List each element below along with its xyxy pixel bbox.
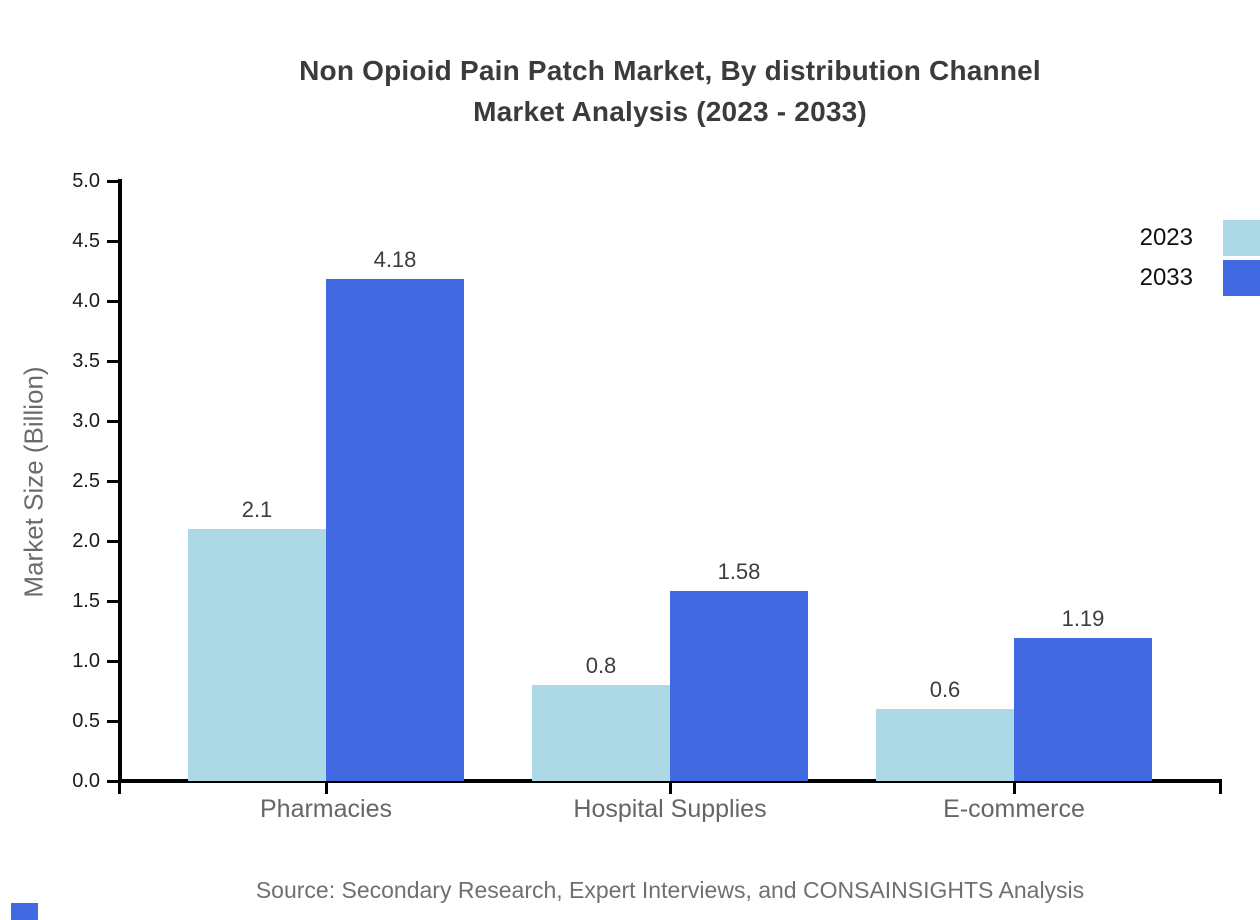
bar-value-label: 1.19 bbox=[1061, 606, 1105, 631]
y-tick-label: 4.0 bbox=[72, 290, 100, 312]
chart-title: Non Opioid Pain Patch Market, By distrib… bbox=[117, 50, 1223, 132]
y-tick-label: 4.5 bbox=[72, 230, 100, 252]
y-tick-mark bbox=[107, 600, 119, 603]
y-tick-mark bbox=[107, 660, 119, 663]
bar-2023-pharmacies bbox=[188, 529, 326, 781]
category-label-pharmacies: Pharmacies bbox=[260, 795, 392, 823]
y-tick-label: 3.5 bbox=[72, 350, 100, 372]
legend-swatch-2033 bbox=[1223, 260, 1260, 296]
x-tick-mark bbox=[1013, 782, 1016, 794]
y-tick-mark bbox=[107, 720, 119, 723]
legend-swatch-2023 bbox=[1223, 220, 1260, 256]
y-tick-label: 1.0 bbox=[72, 650, 100, 672]
bar-2033-e-commerce bbox=[1014, 638, 1152, 781]
x-axis-line bbox=[118, 779, 1222, 783]
y-tick-label: 1.5 bbox=[72, 590, 100, 612]
y-tick-mark bbox=[107, 480, 119, 483]
chart-title-line1: Non Opioid Pain Patch Market, By distrib… bbox=[299, 55, 1041, 86]
legend-label-2033: 2033 bbox=[1139, 264, 1193, 291]
bar-2033-pharmacies bbox=[326, 279, 464, 781]
y-tick-mark bbox=[107, 360, 119, 363]
x-tick-mark bbox=[325, 782, 328, 794]
y-tick-mark bbox=[107, 540, 119, 543]
y-tick-mark bbox=[107, 180, 119, 183]
bar-value-label: 0.6 bbox=[929, 677, 961, 702]
bar-value-label: 0.8 bbox=[585, 653, 617, 678]
y-tick-label: 2.0 bbox=[72, 530, 100, 552]
y-tick-mark bbox=[107, 240, 119, 243]
x-tick-mark bbox=[118, 782, 121, 794]
source-note: Source: Secondary Research, Expert Inter… bbox=[255, 877, 1085, 903]
y-tick-label: 0.5 bbox=[72, 710, 100, 732]
bar-2033-hospital-supplies bbox=[670, 591, 808, 781]
bar-value-label: 1.58 bbox=[717, 559, 761, 584]
category-label-e-commerce: E-commerce bbox=[943, 795, 1085, 823]
x-tick-mark bbox=[1219, 782, 1222, 794]
category-label-hospital-supplies: Hospital Supplies bbox=[573, 795, 767, 823]
bar-2023-hospital-supplies bbox=[532, 685, 670, 781]
legend-label-2023: 2023 bbox=[1139, 224, 1193, 251]
bar-2023-e-commerce bbox=[876, 709, 1014, 781]
y-tick-mark bbox=[107, 780, 119, 783]
y-axis-line bbox=[118, 179, 122, 782]
bar-value-label: 4.18 bbox=[373, 247, 417, 272]
y-tick-label: 0.0 bbox=[72, 770, 100, 792]
brand-mark bbox=[11, 903, 38, 920]
y-tick-label: 3.0 bbox=[72, 410, 100, 432]
y-tick-label: 5.0 bbox=[72, 170, 100, 192]
y-tick-label: 2.5 bbox=[72, 470, 100, 492]
y-tick-mark bbox=[107, 300, 119, 303]
bar-value-label: 2.1 bbox=[241, 497, 273, 522]
chart-title-line2: Market Analysis (2023 - 2033) bbox=[473, 96, 867, 127]
x-tick-mark bbox=[669, 782, 672, 794]
y-tick-mark bbox=[107, 420, 119, 423]
